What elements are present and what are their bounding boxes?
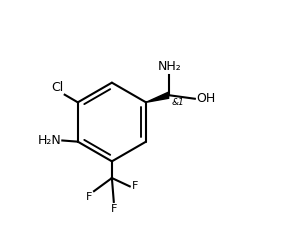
Text: F: F [132,181,138,191]
Text: Cl: Cl [51,81,64,93]
Text: F: F [86,192,92,202]
Text: NH₂: NH₂ [158,60,182,73]
Text: OH: OH [196,92,216,105]
Text: H₂N: H₂N [37,134,61,147]
Polygon shape [146,92,169,102]
Text: F: F [111,204,117,214]
Text: &1: &1 [171,98,184,107]
